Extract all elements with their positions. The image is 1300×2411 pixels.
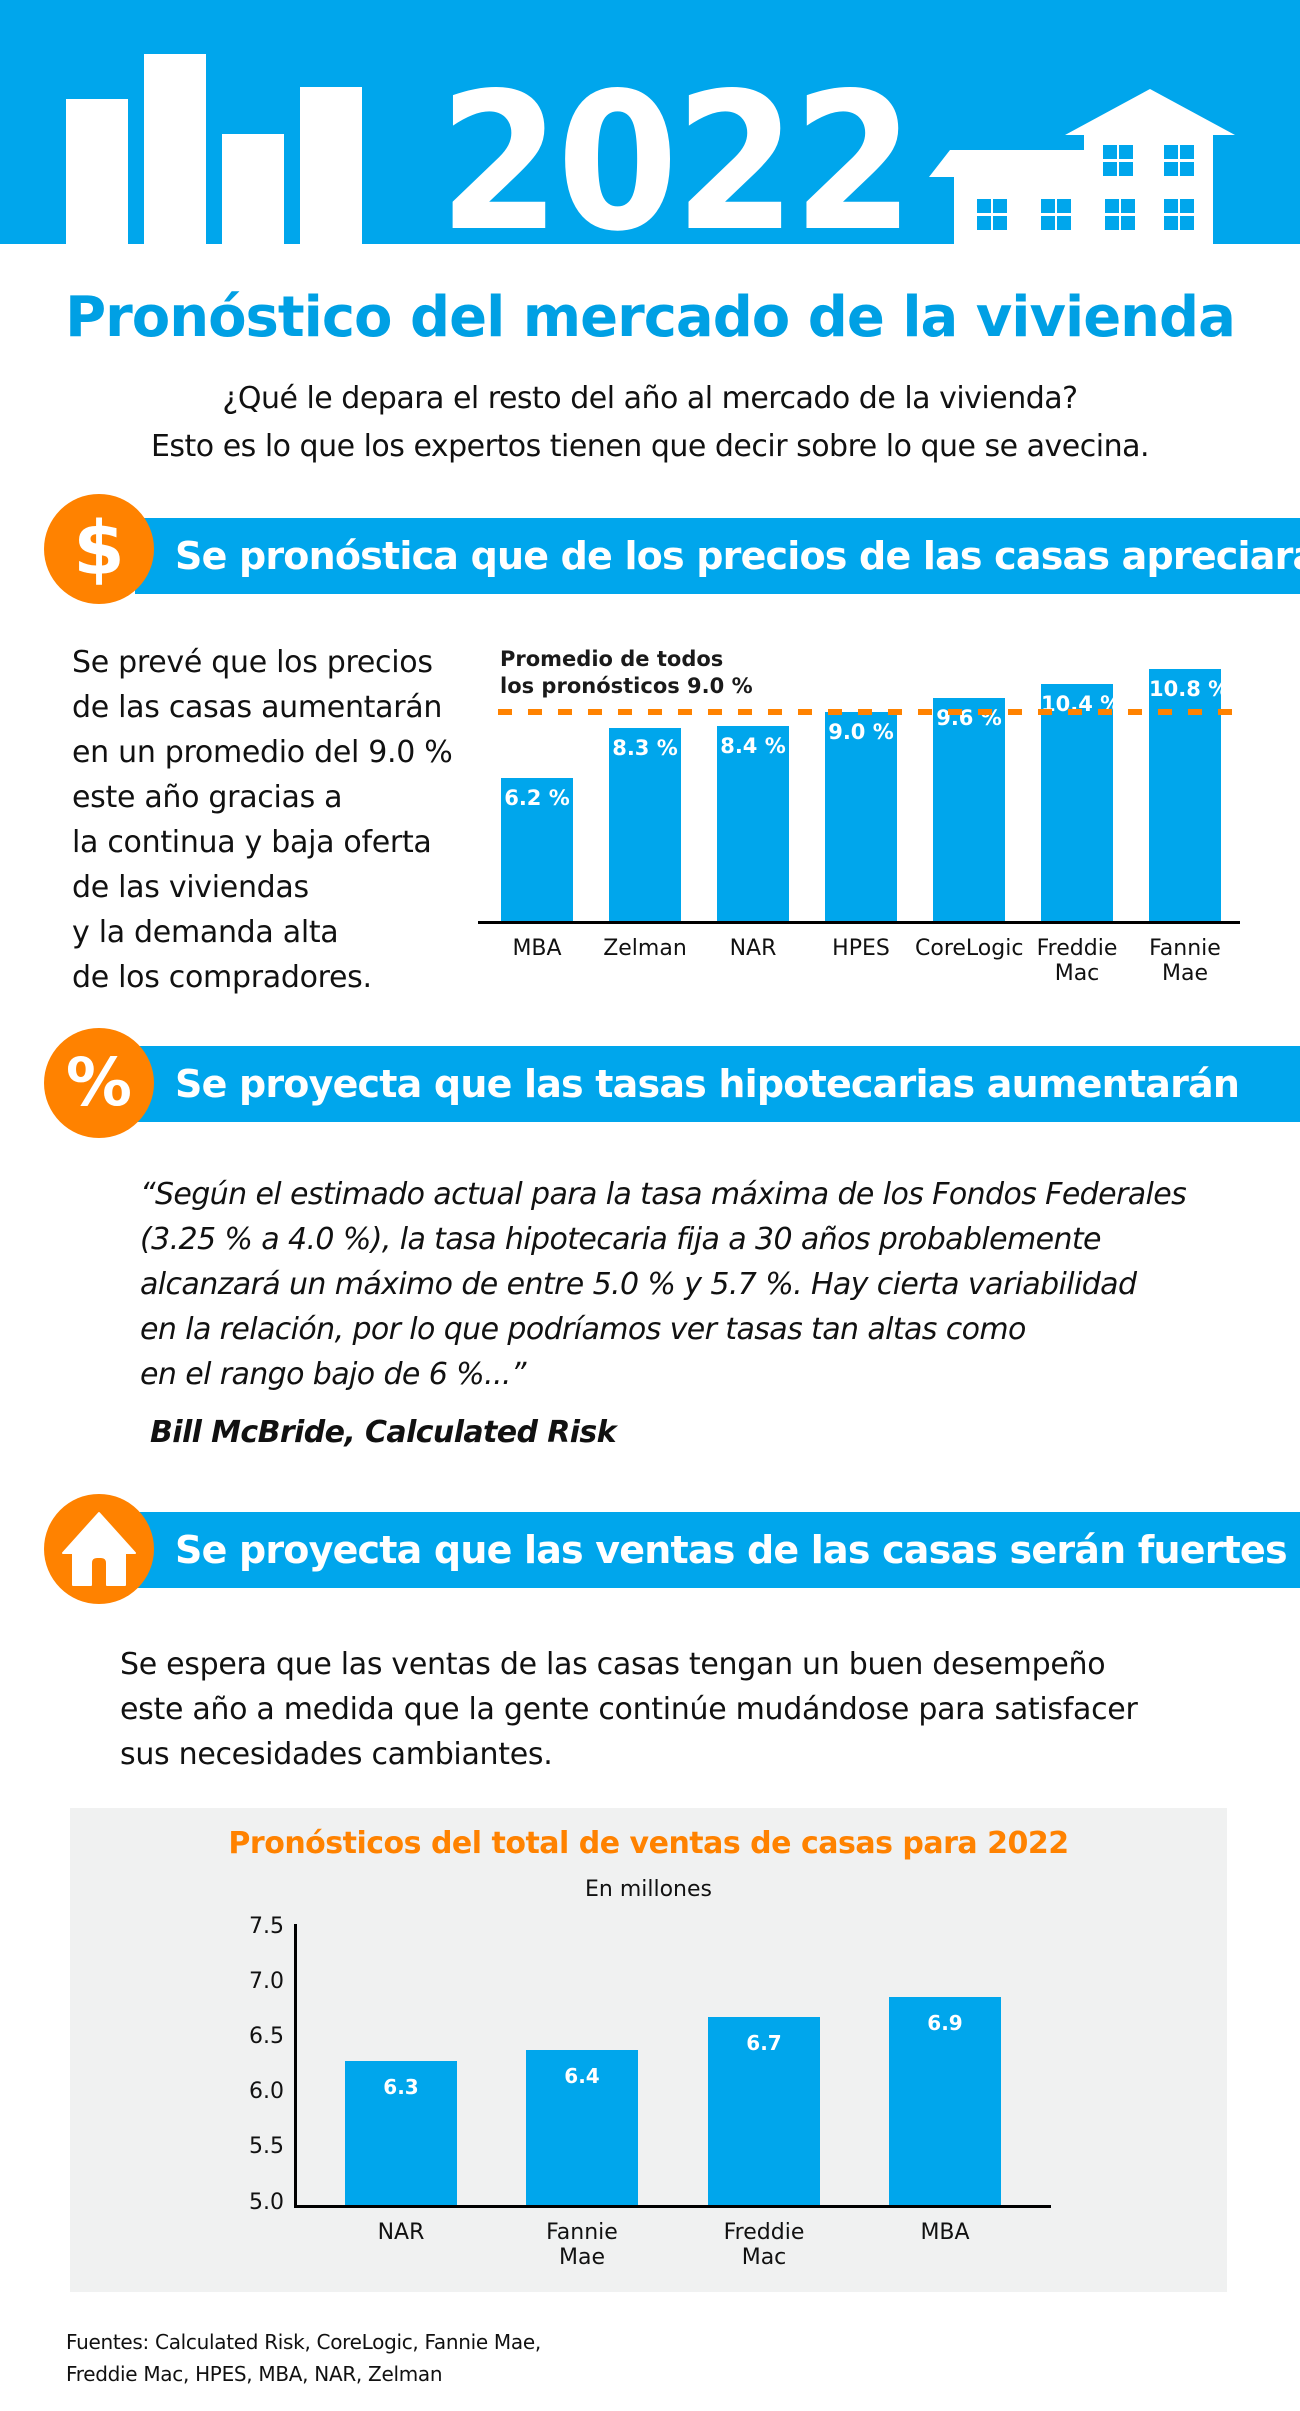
text-line: este año a medida que la gente continúe …	[120, 1692, 1138, 1727]
category-label: MBA	[512, 936, 562, 961]
prices-description: Se prevé que los precios de las casas au…	[72, 640, 453, 1000]
bar-value: 9.0 %	[828, 720, 894, 744]
bar-value: 6.7	[746, 2031, 782, 2055]
quote-author: Bill McBride, Calculated Risk	[150, 1415, 617, 1450]
sources-line: Freddie Mac, HPES, MBA, NAR, Zelman	[66, 2362, 443, 2386]
bar-chart-decoration-bar	[66, 99, 128, 244]
section-heading: Se proyecta que las tasas hipotecarias a…	[175, 1062, 1240, 1106]
section-heading: Se pronóstica que de los precios de las …	[175, 534, 1300, 578]
text-line: de los compradores.	[72, 960, 372, 995]
bar-chart-decoration-bar	[300, 87, 362, 244]
bar-fannie-mae: 6.4	[526, 2050, 638, 2206]
house-silhouette-icon	[929, 89, 1235, 244]
category-label: CoreLogic	[915, 936, 1024, 961]
x-axis-line	[478, 921, 1240, 924]
bar-value: 6.9	[927, 2011, 963, 2035]
category-label: Zelman	[603, 936, 687, 961]
bar-fannie-mae: 10.8 %	[1149, 669, 1230, 923]
chart-title: Pronósticos del total de ventas de casas…	[228, 1826, 1069, 1861]
chart-subtitle: En millones	[584, 1877, 712, 1902]
text-line: y la demanda alta	[72, 915, 339, 950]
bar-zelman: 8.3 %	[609, 728, 681, 923]
category-label: Fannie Mae	[546, 2220, 618, 2270]
y-tick-label: 6.0	[249, 2079, 284, 2104]
section-header-rates: Se proyecta que las tasas hipotecarias a…	[135, 1046, 1300, 1122]
text-line: en un promedio del 9.0 %	[72, 735, 453, 770]
y-axis-line	[294, 1924, 297, 2208]
bar-mba: 6.2 %	[501, 778, 573, 923]
dollar-icon: $	[44, 494, 154, 604]
category-label: NAR	[729, 936, 777, 961]
category-label: NAR	[377, 2220, 425, 2245]
text-line: este año gracias a	[72, 780, 343, 815]
sources-note: Fuentes: Calculated Risk, CoreLogic, Fan…	[66, 2326, 541, 2390]
bar-value: 6.2 %	[504, 786, 570, 810]
header-year: 2022	[438, 52, 914, 245]
text-line: Se prevé que los precios	[72, 645, 433, 680]
text-line: sus necesidades cambiantes.	[120, 1737, 553, 1772]
bar-corelogic: 9.6 %	[933, 698, 1005, 923]
house-icon	[44, 1494, 154, 1604]
section-header-sales: Se proyecta que las ventas de las casas …	[135, 1512, 1300, 1588]
bar-value: 6.4	[564, 2064, 600, 2088]
category-label: Freddie Mac	[723, 2220, 805, 2270]
header-banner: 2022	[0, 0, 1300, 244]
bar-mba: 6.9	[889, 1997, 1001, 2206]
bar-chart-decoration-bar	[144, 54, 206, 244]
y-tick-label: 5.5	[249, 2134, 284, 2159]
quote-line: en la relación, por lo que podríamos ver…	[140, 1312, 1026, 1347]
text-line: Se espera que las ventas de las casas te…	[120, 1647, 1106, 1682]
bar-freddie-mac: 10.4 %	[1041, 684, 1121, 923]
y-tick-label: 5.0	[249, 2190, 284, 2215]
bar-value: 8.4 %	[720, 734, 786, 758]
category-label: MBA	[920, 2220, 970, 2245]
quote-line: alcanzará un máximo de entre 5.0 % y 5.7…	[140, 1267, 1137, 1302]
bar-value: 8.3 %	[612, 736, 678, 760]
bar-hpes: 9.0 %	[825, 712, 897, 923]
category-label: HPES	[832, 936, 890, 961]
expert-quote: “Según el estimado actual para la tasa m…	[140, 1172, 1187, 1397]
average-dashed-line	[498, 709, 1238, 715]
x-axis-line	[294, 2205, 1051, 2208]
bar-nar: 8.4 %	[717, 726, 789, 923]
percent-icon: %	[44, 1028, 154, 1138]
page-title: Pronóstico del mercado de la vivienda	[65, 285, 1236, 350]
sources-line: Fuentes: Calculated Risk, CoreLogic, Fan…	[66, 2330, 541, 2354]
y-tick-label: 6.5	[249, 2024, 284, 2049]
house-glyph-icon	[62, 1512, 136, 1586]
sales-chart-panel	[70, 1808, 1227, 2292]
bar-nar: 6.3	[345, 2061, 457, 2206]
category-label: Freddie Mac	[1036, 936, 1118, 986]
quote-line: en el rango bajo de 6 %...”	[140, 1357, 526, 1392]
y-tick-label: 7.5	[249, 1914, 284, 1939]
category-label: Fannie Mae	[1149, 936, 1221, 986]
bar-freddie-mac: 6.7	[708, 2017, 820, 2206]
bar-chart-decoration-bar	[222, 134, 284, 244]
section-header-prices: Se pronóstica que de los precios de las …	[135, 518, 1300, 594]
annotation-line: Promedio de todos	[500, 647, 724, 671]
text-line: la continua y baja oferta	[72, 825, 432, 860]
bar-value: 10.8 %	[1149, 677, 1230, 701]
quote-line: (3.25 % a 4.0 %), la tasa hipotecaria fi…	[140, 1222, 1102, 1257]
average-annotation: Promedio de todos los pronósticos 9.0 %	[500, 646, 753, 700]
text-line: de las viviendas	[72, 870, 309, 905]
sales-description: Se espera que las ventas de las casas te…	[120, 1642, 1138, 1777]
bar-value: 6.3	[383, 2075, 419, 2099]
quote-line: “Según el estimado actual para la tasa m…	[140, 1177, 1187, 1212]
page-subtitle: ¿Qué le depara el resto del año al merca…	[0, 375, 1300, 471]
subtitle-line: Esto es lo que los expertos tienen que d…	[150, 429, 1150, 464]
y-tick-label: 7.0	[249, 1969, 284, 1994]
section-heading: Se proyecta que las ventas de las casas …	[175, 1528, 1288, 1572]
annotation-line: los pronósticos 9.0 %	[500, 674, 753, 698]
subtitle-line: ¿Qué le depara el resto del año al merca…	[222, 381, 1078, 416]
text-line: de las casas aumentarán	[72, 690, 443, 725]
